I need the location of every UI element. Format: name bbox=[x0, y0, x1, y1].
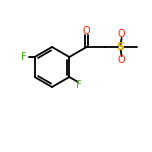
Text: O: O bbox=[83, 26, 90, 36]
Text: F: F bbox=[76, 80, 82, 90]
Text: O: O bbox=[118, 55, 125, 65]
Text: F: F bbox=[21, 52, 26, 62]
Text: O: O bbox=[118, 29, 125, 39]
Text: S: S bbox=[117, 42, 125, 52]
